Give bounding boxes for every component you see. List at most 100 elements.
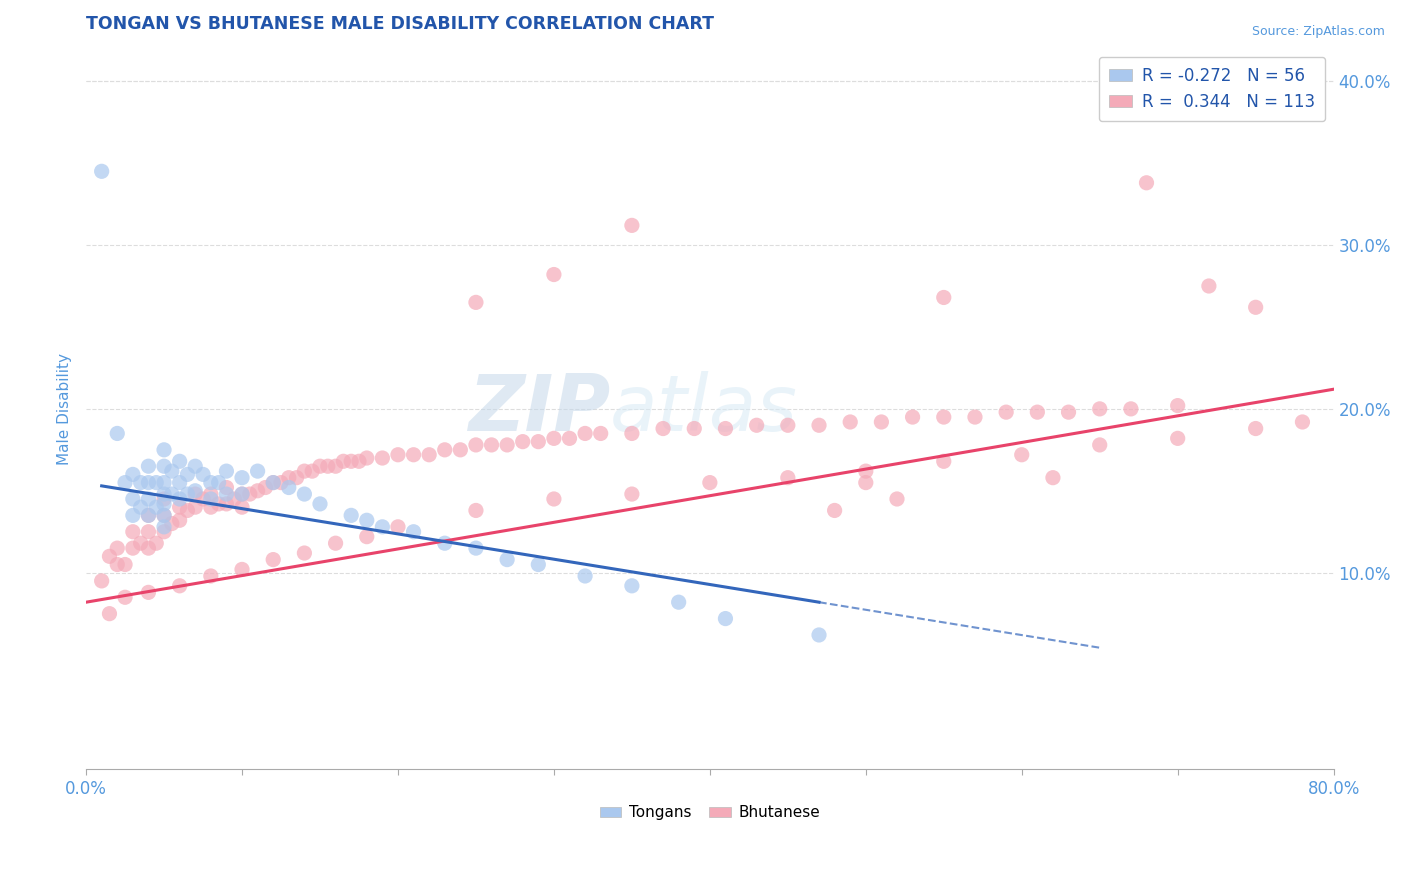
Point bbox=[215, 464, 238, 478]
Point bbox=[347, 454, 370, 468]
Legend: Tongans, Bhutanese: Tongans, Bhutanese bbox=[593, 799, 827, 827]
Point bbox=[138, 508, 160, 523]
Point bbox=[121, 541, 143, 555]
Point bbox=[418, 448, 440, 462]
Point bbox=[98, 607, 121, 621]
Point bbox=[262, 552, 284, 566]
Point bbox=[481, 438, 503, 452]
Point bbox=[620, 487, 643, 501]
Point bbox=[543, 431, 565, 445]
Point bbox=[129, 475, 152, 490]
Point bbox=[176, 467, 198, 482]
Point bbox=[1088, 438, 1111, 452]
Point bbox=[169, 491, 191, 506]
Point bbox=[239, 487, 262, 501]
Point bbox=[121, 491, 143, 506]
Point bbox=[543, 268, 565, 282]
Point bbox=[356, 530, 378, 544]
Point bbox=[932, 290, 955, 304]
Point bbox=[207, 497, 229, 511]
Point bbox=[309, 497, 332, 511]
Point bbox=[512, 434, 534, 449]
Point bbox=[176, 487, 198, 501]
Point bbox=[246, 483, 269, 498]
Point bbox=[184, 500, 207, 515]
Point bbox=[191, 491, 214, 506]
Point bbox=[1291, 415, 1313, 429]
Point bbox=[356, 450, 378, 465]
Point bbox=[169, 475, 191, 490]
Point bbox=[808, 628, 831, 642]
Point bbox=[262, 475, 284, 490]
Point bbox=[963, 410, 986, 425]
Point bbox=[207, 475, 229, 490]
Point bbox=[153, 520, 176, 534]
Text: TONGAN VS BHUTANESE MALE DISABILITY CORRELATION CHART: TONGAN VS BHUTANESE MALE DISABILITY CORR… bbox=[86, 15, 714, 33]
Point bbox=[176, 503, 198, 517]
Point bbox=[215, 487, 238, 501]
Point bbox=[449, 442, 471, 457]
Point bbox=[465, 438, 488, 452]
Point bbox=[169, 579, 191, 593]
Point bbox=[527, 434, 550, 449]
Point bbox=[433, 536, 456, 550]
Point bbox=[1244, 421, 1267, 435]
Point bbox=[465, 503, 488, 517]
Point bbox=[316, 459, 339, 474]
Point bbox=[1198, 279, 1220, 293]
Point bbox=[231, 487, 253, 501]
Point bbox=[138, 541, 160, 555]
Point bbox=[129, 500, 152, 515]
Point bbox=[153, 508, 176, 523]
Point bbox=[90, 574, 112, 588]
Point bbox=[254, 481, 277, 495]
Point bbox=[886, 491, 908, 506]
Point bbox=[714, 611, 737, 625]
Point bbox=[145, 500, 167, 515]
Point bbox=[620, 426, 643, 441]
Point bbox=[153, 524, 176, 539]
Point bbox=[332, 454, 354, 468]
Point bbox=[262, 475, 284, 490]
Point bbox=[1088, 401, 1111, 416]
Point bbox=[620, 579, 643, 593]
Point bbox=[433, 442, 456, 457]
Point bbox=[114, 558, 136, 572]
Point bbox=[652, 421, 675, 435]
Point bbox=[839, 415, 862, 429]
Point bbox=[121, 524, 143, 539]
Point bbox=[138, 459, 160, 474]
Point bbox=[325, 536, 347, 550]
Point bbox=[1167, 399, 1189, 413]
Point bbox=[301, 464, 323, 478]
Point bbox=[1011, 448, 1033, 462]
Text: atlas: atlas bbox=[610, 371, 799, 447]
Point bbox=[153, 475, 176, 490]
Point bbox=[808, 418, 831, 433]
Point bbox=[589, 426, 612, 441]
Point bbox=[620, 219, 643, 233]
Point bbox=[932, 410, 955, 425]
Point bbox=[169, 513, 191, 527]
Point bbox=[340, 508, 363, 523]
Point bbox=[169, 500, 191, 515]
Point bbox=[277, 471, 299, 485]
Point bbox=[285, 471, 308, 485]
Point bbox=[153, 508, 176, 523]
Point bbox=[465, 541, 488, 555]
Point bbox=[699, 475, 721, 490]
Point bbox=[776, 418, 799, 433]
Point bbox=[153, 487, 176, 501]
Point bbox=[215, 497, 238, 511]
Text: Source: ZipAtlas.com: Source: ZipAtlas.com bbox=[1251, 25, 1385, 38]
Point bbox=[138, 524, 160, 539]
Point bbox=[138, 475, 160, 490]
Point bbox=[1135, 176, 1157, 190]
Text: ZIP: ZIP bbox=[468, 371, 610, 447]
Point bbox=[169, 454, 191, 468]
Point bbox=[105, 426, 128, 441]
Point bbox=[496, 438, 519, 452]
Point bbox=[340, 454, 363, 468]
Point bbox=[855, 464, 877, 478]
Point bbox=[870, 415, 893, 429]
